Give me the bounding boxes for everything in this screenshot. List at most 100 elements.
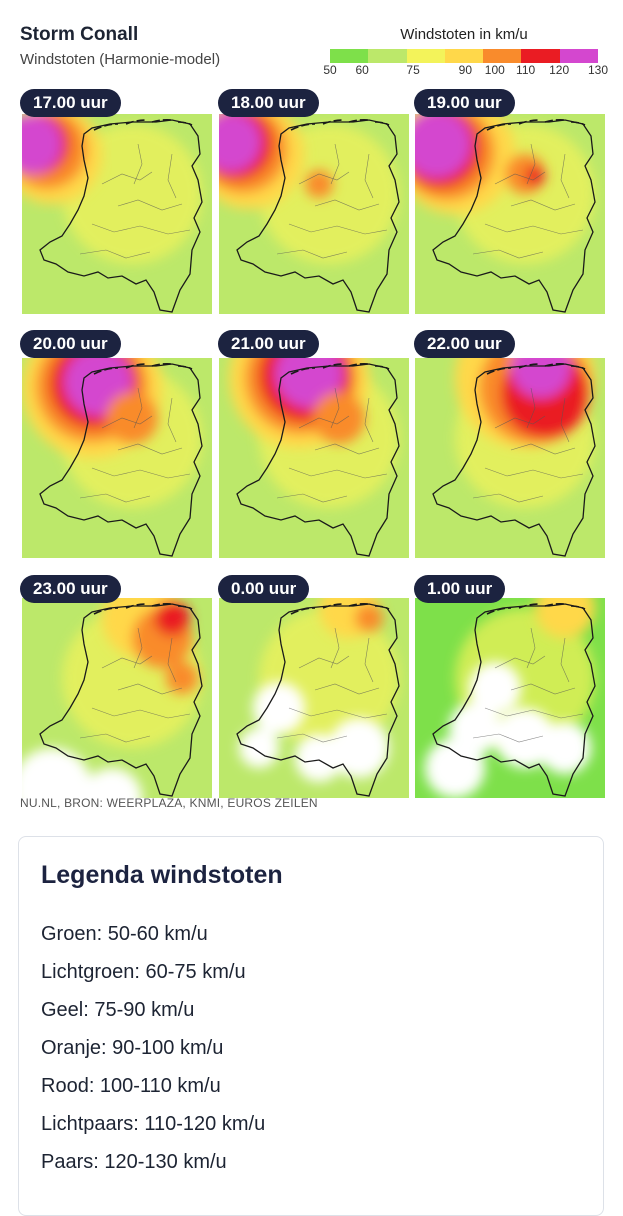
province-border	[314, 199, 380, 211]
wind-map	[219, 114, 409, 314]
province-border	[330, 387, 340, 429]
map-panel-0100	[415, 598, 605, 798]
province-border	[472, 249, 544, 259]
province-border	[330, 627, 340, 669]
province-border	[101, 171, 153, 185]
wind-map	[219, 358, 409, 558]
time-badge: 0.00 uur	[218, 575, 310, 603]
time-badge: 17.00 uur	[20, 89, 121, 117]
wind-area	[22, 114, 62, 174]
wadden-islands	[290, 602, 390, 615]
country-outline	[39, 119, 203, 313]
legend-item: Groen: 50-60 km/u	[41, 923, 208, 945]
province-border	[79, 493, 151, 503]
province-border	[560, 153, 570, 199]
scale-swatch-lightpurple	[521, 49, 560, 63]
province-border	[167, 637, 177, 683]
province-border	[91, 223, 191, 235]
wind-map	[22, 598, 212, 798]
no-data-area	[239, 728, 279, 768]
province-border	[560, 637, 570, 683]
no-data-area	[329, 718, 389, 778]
map-panel-2200	[415, 358, 605, 558]
country-outline	[236, 119, 400, 313]
province-border	[364, 397, 374, 443]
time-badge: 18.00 uur	[218, 89, 319, 117]
province-border	[494, 655, 546, 669]
scale-tick: 130	[587, 63, 609, 77]
time-badge: 19.00 uur	[414, 89, 515, 117]
wind-area	[219, 114, 261, 172]
province-border	[526, 387, 536, 429]
province-border	[510, 443, 576, 455]
province-border	[101, 415, 153, 429]
country-outline	[39, 603, 203, 797]
province-border	[526, 143, 536, 185]
province-border	[133, 627, 143, 669]
province-border	[364, 153, 374, 199]
scale-tick: 110	[516, 63, 536, 77]
province-border	[494, 415, 546, 429]
province-border	[298, 655, 350, 669]
map-panel-1800	[219, 114, 409, 314]
legend-item: Lichtgroen: 60-75 km/u	[41, 961, 246, 983]
wind-area	[154, 600, 190, 636]
map-panel-2000	[22, 358, 212, 558]
province-border	[526, 627, 536, 669]
scale-swatch-lightgreen	[368, 49, 407, 63]
wind-area	[305, 170, 333, 198]
wadden-islands	[93, 118, 193, 131]
legend-item: Geel: 75-90 km/u	[41, 999, 195, 1021]
page-subtitle: Windstoten (Harmonie-model)	[20, 51, 221, 68]
source-credit: NU.NL, BRON: WEERPLAZA, KNMI, EUROS ZEIL…	[20, 796, 318, 810]
province-border	[167, 153, 177, 199]
province-border	[472, 733, 544, 743]
province-border	[117, 199, 183, 211]
no-data-area	[425, 738, 485, 798]
wind-map	[415, 114, 605, 314]
country-outline	[432, 363, 596, 557]
province-border	[91, 707, 191, 719]
wadden-islands	[93, 362, 193, 375]
time-badge: 23.00 uur	[20, 575, 121, 603]
province-border	[484, 223, 584, 235]
page-title: Storm Conall	[20, 24, 139, 45]
wind-map	[22, 114, 212, 314]
province-border	[494, 171, 546, 185]
no-data-area	[253, 682, 305, 734]
province-border	[510, 683, 576, 695]
province-border	[79, 733, 151, 743]
legend-card: Legenda windstoten Groen: 50-60 km/u Lic…	[18, 836, 604, 1216]
province-border	[484, 467, 584, 479]
province-border	[79, 249, 151, 259]
province-border	[276, 733, 348, 743]
scale-swatch-purple	[559, 49, 598, 63]
wind-area	[525, 166, 545, 186]
province-border	[101, 655, 153, 669]
legend-item: Oranje: 90-100 km/u	[41, 1037, 224, 1059]
scale-swatch-green	[330, 49, 369, 63]
province-border	[484, 707, 584, 719]
province-border	[298, 171, 350, 185]
scale-tick: 50	[323, 63, 337, 77]
wind-area	[106, 392, 158, 444]
scale-bar	[330, 49, 598, 63]
province-border	[288, 707, 388, 719]
time-badge: 20.00 uur	[20, 330, 121, 358]
no-data-area	[539, 722, 591, 774]
scale-tick: 60	[355, 63, 369, 77]
map-panel-1900	[415, 114, 605, 314]
map-panel-1700	[22, 114, 212, 314]
map-panel-2300	[22, 598, 212, 798]
wadden-islands	[93, 602, 193, 615]
province-border	[117, 443, 183, 455]
province-border	[167, 397, 177, 443]
province-border	[314, 683, 380, 695]
province-border	[472, 493, 544, 503]
country-outline	[236, 363, 400, 557]
country-outline	[39, 363, 203, 557]
legend-list: Groen: 50-60 km/u Lichtgroen: 60-75 km/u…	[41, 915, 265, 1181]
scale-tick: 90	[458, 63, 473, 77]
wind-area	[415, 114, 471, 178]
wadden-islands	[290, 118, 390, 131]
